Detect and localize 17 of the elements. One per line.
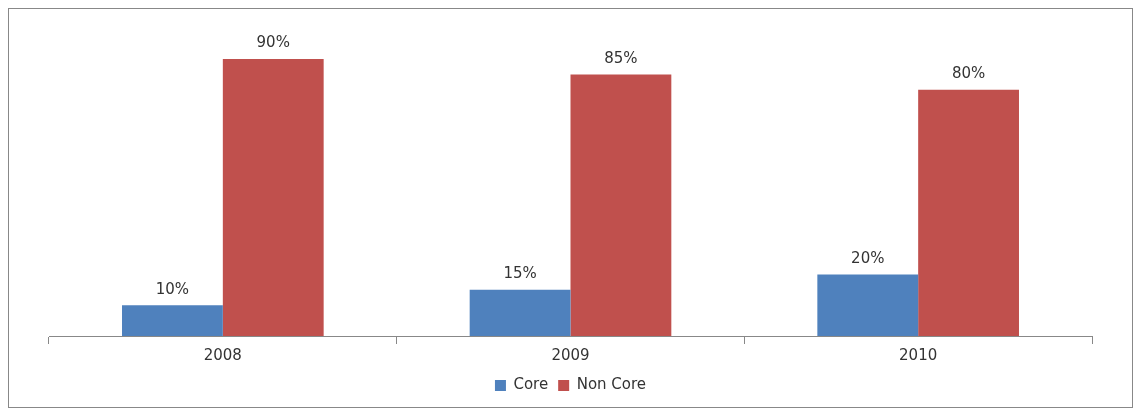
data-label: 15%	[503, 264, 537, 283]
x-tick-label: 2010	[899, 345, 938, 364]
x-tick-label: 2009	[551, 345, 590, 364]
bar	[222, 59, 324, 336]
bar	[817, 274, 919, 336]
data-label: 85%	[604, 48, 638, 67]
data-label: 90%	[256, 33, 290, 52]
bar	[570, 74, 672, 336]
legend-label: Non Core	[576, 375, 647, 394]
bar	[469, 289, 571, 336]
bar	[918, 89, 1019, 336]
bar	[122, 305, 223, 336]
x-tick-label: 2008	[203, 345, 242, 364]
data-label: 10%	[155, 279, 190, 298]
legend-label: Core	[513, 375, 549, 394]
data-label: 20%	[851, 248, 885, 267]
data-label: 80%	[951, 64, 986, 83]
